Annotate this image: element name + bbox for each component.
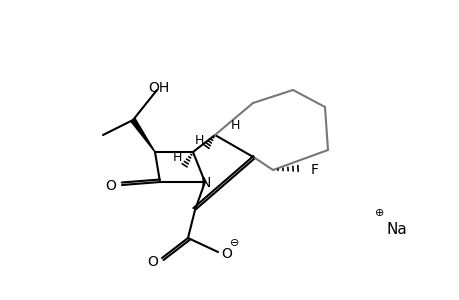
- Text: H: H: [194, 134, 203, 146]
- Text: N: N: [201, 176, 211, 190]
- Text: O: O: [147, 255, 158, 269]
- Text: ⊕: ⊕: [375, 208, 384, 218]
- Text: H: H: [172, 151, 181, 164]
- Text: OH: OH: [148, 81, 169, 95]
- Text: O: O: [105, 179, 116, 193]
- Text: O: O: [221, 247, 232, 261]
- Polygon shape: [131, 118, 155, 152]
- Text: Na: Na: [386, 223, 407, 238]
- Text: H: H: [230, 118, 239, 131]
- Text: ⊖: ⊖: [230, 238, 239, 248]
- Text: F: F: [310, 163, 318, 177]
